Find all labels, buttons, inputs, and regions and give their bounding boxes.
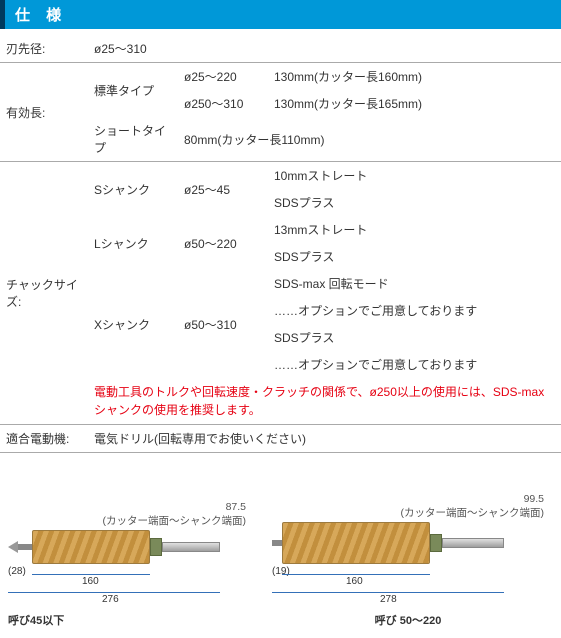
std-a-range: ø25～220 (178, 63, 268, 91)
label-std-type: 標準タイプ (88, 63, 178, 118)
drill-body-icon (32, 530, 150, 564)
right-drill-drawing (272, 522, 544, 564)
l-shank-label: Lシャンク (88, 216, 178, 270)
s-shank-v2: SDSプラス (268, 189, 561, 216)
left-dim-28: (28) (8, 566, 26, 577)
chuck-warning: 電動工具のトルクや回転速度・クラッチの関係で、ø250以上の使用には、SDS-m… (88, 378, 561, 425)
right-dim-19: (19) (272, 566, 290, 577)
l-shank-range: ø50～220 (178, 216, 268, 270)
x-shank-label: Xシャンク (88, 270, 178, 378)
std-b-val: 130mm(カッター長165mm) (268, 90, 561, 117)
x-shank-v1a: SDS-max 回転モード (268, 270, 561, 297)
spec-table: 刃先径: ø25～310 有効長: 標準タイプ ø25～220 130mm(カッ… (0, 35, 561, 453)
s-shank-range: ø25～45 (178, 162, 268, 217)
value-compat-tool: 電気ドリル(回転専用でお使いください) (88, 425, 561, 453)
left-dim-160: 160 (82, 576, 99, 587)
left-call-size: 呼び45以下 (8, 612, 246, 628)
left-top-note: (カッター端面～シャンク端面) (103, 515, 247, 527)
label-short-type: ショートタイプ (88, 117, 178, 162)
right-dimensions: (19) 160 278 (272, 566, 544, 610)
left-dimensions: (28) 160 276 (8, 566, 246, 610)
x-shank-v2a: SDSプラス (268, 324, 561, 351)
label-blade-dia: 刃先径: (0, 35, 88, 63)
drill-shaft-icon (18, 544, 32, 550)
label-compat-tool: 適合電動機: (0, 425, 88, 453)
drill-collar-icon (430, 534, 442, 552)
left-top-dim: 87.5 (226, 501, 246, 513)
label-chuck-size: チャックサイズ: (0, 162, 88, 425)
label-eff-length: 有効長: (0, 63, 88, 162)
drill-shank-icon (162, 542, 220, 552)
drill-body-icon (282, 522, 430, 564)
short-val: 80mm(カッター長110mm) (178, 117, 561, 162)
section-title: 仕 様 (15, 7, 67, 24)
diagram-left: 87.5 (カッター端面～シャンク端面) (28) 160 276 呼び45以下 (8, 501, 246, 628)
x-shank-v2b: ……オプションでご用意しております (268, 351, 561, 378)
right-call-size: 呼び 50～220 (272, 612, 544, 628)
diagram-right: 99.5 (カッター端面～シャンク端面) (19) 160 278 呼び 50～… (272, 493, 544, 628)
drill-shank-icon (442, 538, 504, 548)
drill-shaft-icon (272, 540, 282, 546)
section-header: 仕 様 (0, 0, 561, 29)
right-dim-278: 278 (380, 594, 397, 605)
l-shank-v1: 13mmストレート (268, 216, 561, 243)
x-shank-range: ø50～310 (178, 270, 268, 378)
std-b-range: ø250～310 (178, 90, 268, 117)
right-top-dim: 99.5 (524, 493, 544, 505)
l-shank-v2: SDSプラス (268, 243, 561, 270)
left-drill-drawing (8, 530, 246, 564)
right-top-note: (カッター端面～シャンク端面) (401, 507, 545, 519)
diagram-area: 87.5 (カッター端面～シャンク端面) (28) 160 276 呼び45以下… (0, 493, 561, 638)
x-shank-v1b: ……オプションでご用意しております (268, 297, 561, 324)
right-dim-160: 160 (346, 576, 363, 587)
left-dim-276: 276 (102, 594, 119, 605)
s-shank-label: Sシャンク (88, 162, 178, 217)
s-shank-v1: 10mmストレート (268, 162, 561, 190)
std-a-val: 130mm(カッター長160mm) (268, 63, 561, 91)
value-blade-dia: ø25～310 (88, 35, 561, 63)
drill-collar-icon (150, 538, 162, 556)
drill-tip-icon (8, 541, 18, 553)
